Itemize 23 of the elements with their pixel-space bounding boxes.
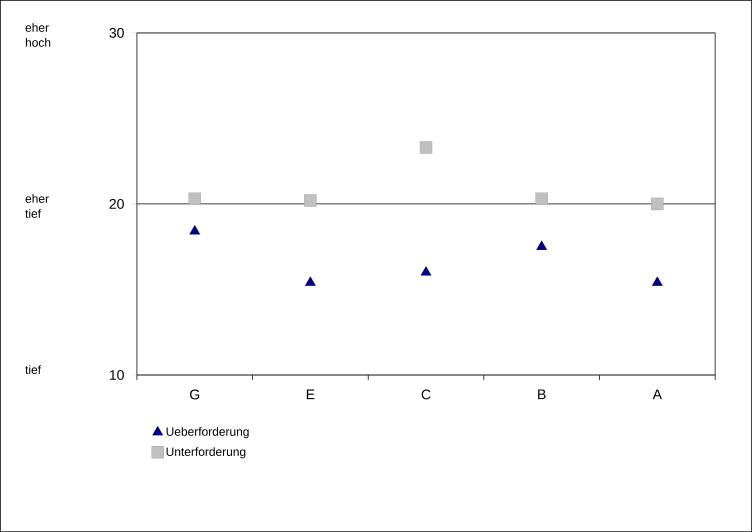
point xyxy=(189,225,200,235)
y-tick-label: 30 xyxy=(109,28,124,38)
point xyxy=(304,194,317,207)
legend-label: Unterforderung xyxy=(166,447,246,458)
x-tick-label: G xyxy=(190,390,200,400)
x-tick-label: B xyxy=(538,390,546,400)
y-tick-label: 20 xyxy=(110,199,124,209)
x-tick-label: C xyxy=(422,390,431,400)
point xyxy=(420,141,432,154)
text: tief xyxy=(25,365,42,374)
x-tick-label: A xyxy=(652,390,662,400)
point xyxy=(535,192,548,206)
point xyxy=(304,276,316,286)
text: eher hoch xyxy=(26,23,50,47)
legend-label: Ueberforderung xyxy=(166,427,249,438)
text: eher tief xyxy=(25,194,49,218)
x-tick-label: E xyxy=(306,390,314,400)
y-tick-label: 10 xyxy=(110,370,124,380)
point xyxy=(651,198,664,210)
point xyxy=(536,240,548,250)
point xyxy=(420,266,432,276)
point xyxy=(652,276,663,286)
point xyxy=(188,192,201,206)
